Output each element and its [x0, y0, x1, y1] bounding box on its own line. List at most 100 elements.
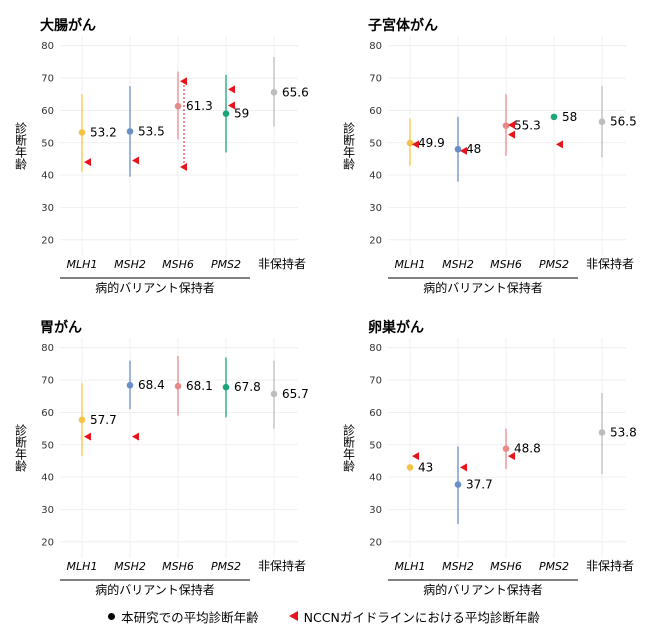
y-tick-label: 50 — [369, 440, 382, 451]
x-tick-label: PMS2 — [211, 258, 241, 271]
legend-study-label: 本研究での平均診断年齢 — [121, 609, 259, 625]
data-label: 56.5 — [610, 115, 637, 129]
x-tick-label: 非保持者 — [258, 558, 306, 573]
y-tick-label: 80 — [369, 343, 382, 354]
nccn-marker — [508, 120, 515, 129]
nccn-marker — [508, 130, 515, 139]
y-tick-label: 60 — [41, 106, 54, 117]
x-tick-label: MSH6 — [162, 560, 194, 573]
chart-title: 卵巣がん — [368, 319, 424, 336]
y-tick-label: 80 — [369, 41, 382, 52]
x-tick-label: MSH6 — [490, 560, 522, 573]
mean-point — [550, 113, 558, 121]
chart-title: 子宮体がん — [368, 17, 438, 34]
x-tick-label: MLH1 — [67, 560, 98, 573]
data-label: 67.8 — [234, 380, 261, 394]
y-tick-label: 80 — [41, 41, 54, 52]
data-label: 55.3 — [514, 119, 541, 133]
nccn-marker — [180, 163, 187, 172]
y-axis-label: 診断年齢 — [14, 121, 28, 170]
x-tick-label: MSH2 — [442, 258, 474, 271]
nccn-marker — [84, 432, 91, 441]
x-tick-label: MSH2 — [442, 560, 474, 573]
y-tick-label: 70 — [369, 74, 382, 85]
x-tick-label: PMS2 — [539, 258, 569, 271]
legend-nccn-label: NCCNガイドラインにおける平均診断年齢 — [303, 609, 540, 625]
legend-triangle-icon — [288, 611, 298, 621]
mean-point — [174, 102, 182, 110]
mean-point — [78, 416, 86, 424]
mean-point — [222, 383, 230, 391]
nccn-marker — [180, 77, 187, 86]
x-tick-label: 非保持者 — [586, 256, 634, 271]
x-tick-label: MSH2 — [114, 258, 146, 271]
data-label: 57.7 — [90, 413, 117, 427]
nccn-marker — [132, 156, 139, 165]
mean-point — [222, 110, 230, 117]
y-tick-label: 20 — [369, 537, 382, 548]
x-tick-label: PMS2 — [211, 560, 241, 573]
data-label: 48.8 — [514, 442, 541, 456]
x-tick-label: MSH6 — [490, 258, 522, 271]
x-group-label: 病的バリアント保持者 — [423, 280, 543, 295]
y-tick-label: 40 — [41, 171, 54, 182]
nccn-marker — [228, 85, 235, 94]
data-label: 68.4 — [138, 378, 165, 392]
y-tick-label: 60 — [369, 408, 382, 419]
data-label: 65.6 — [282, 85, 309, 99]
data-label: 58 — [562, 110, 577, 124]
y-tick-label: 40 — [369, 171, 382, 182]
data-label: 53.8 — [610, 425, 637, 439]
x-tick-label: PMS2 — [539, 560, 569, 573]
mean-point — [454, 481, 462, 488]
x-group-label: 病的バリアント保持者 — [95, 280, 215, 295]
mean-point — [406, 464, 414, 471]
nccn-marker — [556, 140, 563, 149]
x-tick-label: 非保持者 — [586, 558, 634, 573]
nccn-marker — [460, 146, 467, 155]
x-tick-label: MLH1 — [395, 560, 426, 573]
mean-point — [270, 390, 278, 398]
mean-point — [270, 88, 278, 96]
y-tick-label: 30 — [369, 505, 382, 516]
mean-point — [598, 118, 606, 126]
y-tick-label: 30 — [41, 505, 54, 516]
y-tick-label: 20 — [369, 235, 382, 246]
mean-point — [502, 122, 510, 129]
x-tick-label: MLH1 — [67, 258, 98, 271]
y-tick-label: 70 — [41, 376, 54, 387]
y-tick-label: 50 — [41, 440, 54, 451]
nccn-marker — [412, 140, 419, 149]
y-tick-label: 70 — [369, 376, 382, 387]
mean-point — [78, 129, 86, 136]
y-tick-label: 20 — [41, 537, 54, 548]
legend-nccn: NCCNガイドラインにおける平均診断年齢 — [288, 607, 540, 626]
nccn-marker — [228, 101, 235, 110]
mean-point — [174, 382, 182, 390]
y-tick-label: 30 — [369, 203, 382, 214]
y-axis-label: 診断年齢 — [342, 423, 356, 472]
y-tick-label: 20 — [41, 235, 54, 246]
mean-point — [502, 445, 510, 452]
data-label: 65.7 — [282, 387, 309, 401]
legend-dot-icon — [108, 612, 116, 620]
data-label: 59 — [234, 107, 249, 121]
nccn-marker — [132, 432, 139, 441]
legend: 本研究での平均診断年齢 NCCNガイドラインにおける平均診断年齢 — [0, 604, 648, 628]
mean-point — [406, 139, 414, 147]
y-tick-label: 70 — [41, 74, 54, 85]
nccn-marker — [84, 158, 91, 167]
x-tick-label: MSH6 — [162, 258, 194, 271]
legend-study: 本研究での平均診断年齢 — [108, 607, 259, 626]
data-label: 61.3 — [186, 99, 213, 113]
y-tick-label: 50 — [41, 138, 54, 149]
y-tick-label: 60 — [41, 408, 54, 419]
x-group-label: 病的バリアント保持者 — [95, 582, 215, 597]
data-label: 43 — [418, 460, 433, 474]
y-tick-label: 40 — [41, 473, 54, 484]
nccn-marker — [412, 452, 419, 461]
y-tick-label: 60 — [369, 106, 382, 117]
